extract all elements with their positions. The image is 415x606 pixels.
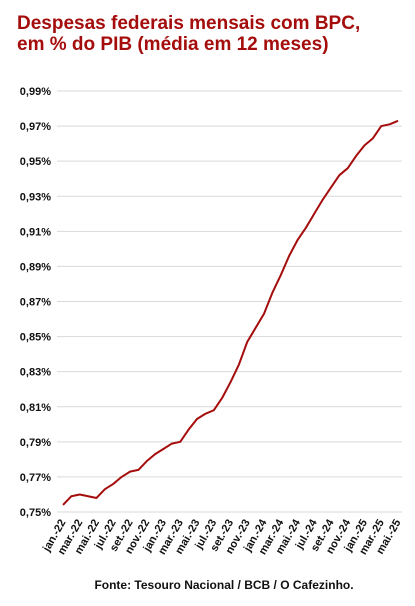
y-tick-label: 0,95% [20, 156, 51, 168]
source: Fonte: Tesouro Nacional / BCB / O Cafezi… [94, 578, 353, 592]
y-tick-label: 0,99% [20, 86, 51, 98]
chart-title: em % do PIB (média em 12 meses) [17, 34, 329, 55]
y-tick-label: 0,81% [20, 402, 51, 414]
y-tick-label: 0,85% [20, 332, 51, 344]
y-tick-label: 0,97% [20, 121, 51, 133]
y-tick-label: 0,89% [20, 261, 51, 273]
y-tick-label: 0,83% [20, 367, 51, 379]
y-tick-label: 0,91% [20, 226, 51, 238]
y-tick-label: 0,87% [20, 297, 51, 309]
line [62, 119, 399, 506]
chart-title: Despesas federais mensais com BPC, [17, 13, 360, 34]
y-tick-label: 0,77% [20, 472, 51, 484]
y-tick-label: 0,75% [20, 507, 51, 519]
y-tick-label: 0,93% [20, 191, 51, 203]
y-tick-label: 0,79% [20, 437, 51, 449]
